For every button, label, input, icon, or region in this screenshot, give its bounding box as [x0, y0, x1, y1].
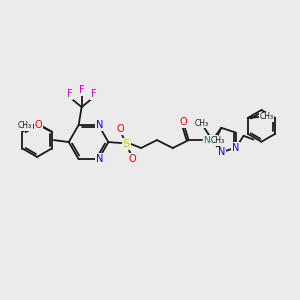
Text: F: F	[91, 89, 96, 99]
Text: F: F	[67, 89, 73, 99]
Text: CH₃: CH₃	[18, 121, 32, 130]
Text: CH₃: CH₃	[260, 112, 274, 122]
Text: O: O	[35, 120, 43, 130]
Text: O: O	[116, 124, 124, 134]
Text: CH₃: CH₃	[194, 119, 208, 128]
Text: O: O	[128, 154, 136, 164]
Text: NH: NH	[203, 136, 217, 145]
Text: CH₃: CH₃	[210, 136, 224, 145]
Text: F: F	[79, 85, 85, 95]
Text: N: N	[96, 154, 103, 164]
Text: N: N	[232, 143, 239, 153]
Text: N: N	[96, 120, 103, 130]
Text: N: N	[218, 147, 225, 157]
Text: S: S	[123, 139, 130, 149]
Text: O: O	[180, 117, 188, 127]
